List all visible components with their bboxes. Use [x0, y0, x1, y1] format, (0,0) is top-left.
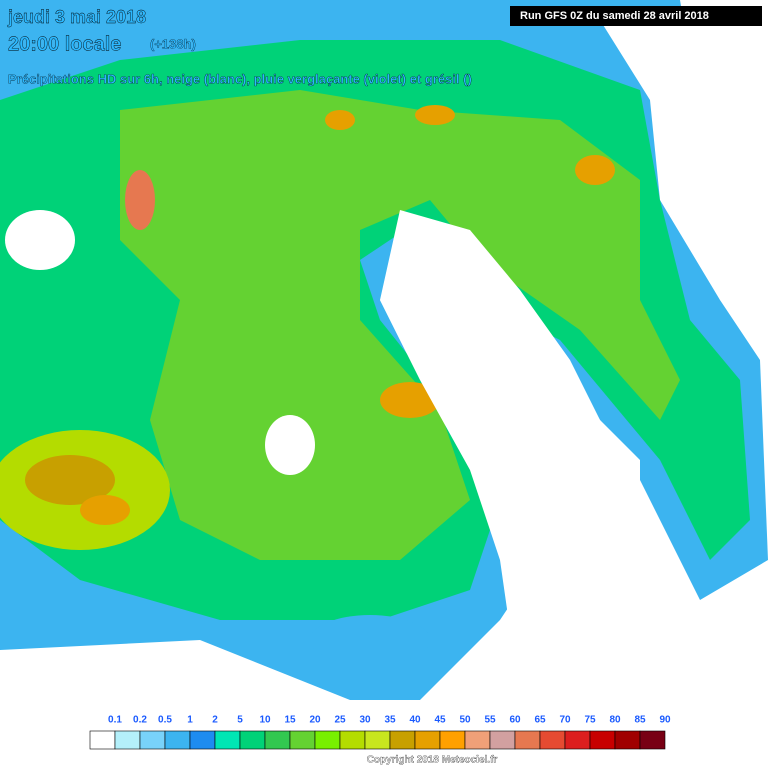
legend-swatch	[289, 730, 316, 750]
legend-swatch	[514, 730, 541, 750]
legend-label: 2	[212, 715, 218, 726]
legend-label: 40	[409, 715, 421, 726]
subtitle: Précipitations HD sur 6h, neige (blanc),…	[8, 71, 472, 86]
legend-label: 85	[634, 715, 646, 726]
legend-swatch	[439, 730, 466, 750]
legend-swatch	[139, 730, 166, 750]
legend-label: 1	[187, 715, 193, 726]
legend-swatch	[489, 730, 516, 750]
legend-label: 0.2	[133, 715, 147, 726]
legend-swatch	[614, 730, 641, 750]
legend-swatch	[239, 730, 266, 750]
legend-label: 45	[434, 715, 446, 726]
legend-label: 60	[509, 715, 521, 726]
legend-label: 90	[659, 715, 671, 726]
legend-swatch	[389, 730, 416, 750]
legend-swatch	[264, 730, 291, 750]
time: 20:00 locale	[8, 33, 121, 55]
legend-swatch	[314, 730, 341, 750]
legend-label: 15	[284, 715, 296, 726]
legend-label: 20	[309, 715, 321, 726]
legend-label: 75	[584, 715, 596, 726]
run-box	[510, 6, 762, 26]
legend-label: 50	[459, 715, 471, 726]
legend-swatch	[464, 730, 491, 750]
legend-swatch	[589, 730, 616, 750]
legend-label: 70	[559, 715, 571, 726]
legend-label: 5	[237, 715, 243, 726]
legend-swatch	[189, 730, 216, 750]
legend-label: 25	[334, 715, 346, 726]
legend-label: 35	[384, 715, 396, 726]
lead: (+138h)	[150, 36, 196, 51]
legend-label: 0.1	[108, 715, 122, 726]
legend-swatch	[414, 730, 441, 750]
legend-swatch	[89, 730, 116, 750]
legend: 0.1 0.2 0.5 1 2 5 10 15 20 25 30 35 40 45 50 55 60 65 70 75…	[89, 715, 671, 750]
legend-swatch	[214, 730, 241, 750]
legend-swatch	[364, 730, 391, 750]
legend-label: 55	[484, 715, 496, 726]
legend-label: 65	[534, 715, 546, 726]
legend-swatch	[164, 730, 191, 750]
legend-label: 10	[259, 715, 271, 726]
legend-label: 30	[359, 715, 371, 726]
copyright: Copyright 2018 Meteociel.fr	[367, 755, 498, 766]
date: jeudi 3 mai 2018	[7, 7, 146, 27]
legend-swatch	[339, 730, 366, 750]
legend-label: 0.5	[158, 715, 172, 726]
legend-label: 80	[609, 715, 621, 726]
legend-swatch	[114, 730, 141, 750]
legend-swatch	[564, 730, 591, 750]
run-info: Run GFS 0Z du samedi 28 avril 2018	[520, 10, 709, 22]
legend-swatch	[539, 730, 566, 750]
legend-swatch	[639, 730, 666, 750]
